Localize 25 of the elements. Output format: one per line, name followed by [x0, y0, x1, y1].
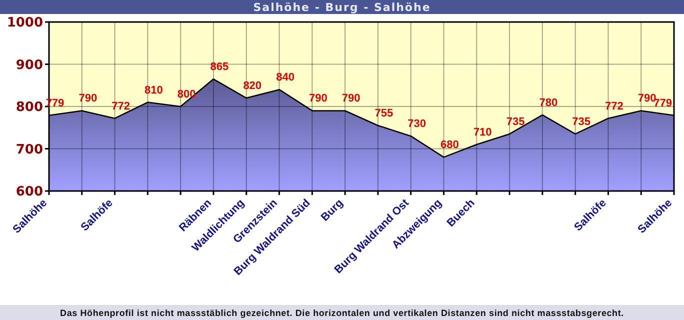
text: Das Höhenprofil ist nicht massstäblich gezeichnet. Die horizontalen und vertikalen Distanzen sind nicht massstabsgerecht.	[60, 308, 624, 318]
data-label: 730	[408, 118, 426, 130]
y-tick-label: 800	[16, 100, 43, 116]
y-tick-label: 700	[16, 142, 43, 158]
data-label: 735	[506, 116, 525, 128]
data-label: 772	[605, 100, 624, 112]
data-label: 780	[539, 96, 558, 109]
data-label: 735	[572, 116, 590, 128]
data-label: 790	[342, 92, 360, 105]
data-label: 810	[144, 84, 163, 96]
data-label: 820	[243, 80, 262, 92]
data-label: 790	[308, 92, 328, 105]
data-label: 772	[112, 100, 130, 112]
data-label: 680	[440, 139, 459, 152]
data-label: 710	[473, 126, 492, 139]
data-label: 800	[177, 88, 196, 100]
data-label: 790	[78, 92, 98, 105]
y-tick-label: 1000	[6, 16, 43, 31]
data-label: 865	[210, 61, 229, 74]
data-label: 755	[374, 108, 394, 120]
y-tick-label: 900	[16, 58, 43, 73]
chart-title: Salhöhe - Burg - Salhöhe	[253, 1, 431, 14]
y-tick-label: 600	[16, 184, 43, 200]
data-label: 790	[638, 92, 656, 105]
data-label: 840	[276, 72, 294, 84]
